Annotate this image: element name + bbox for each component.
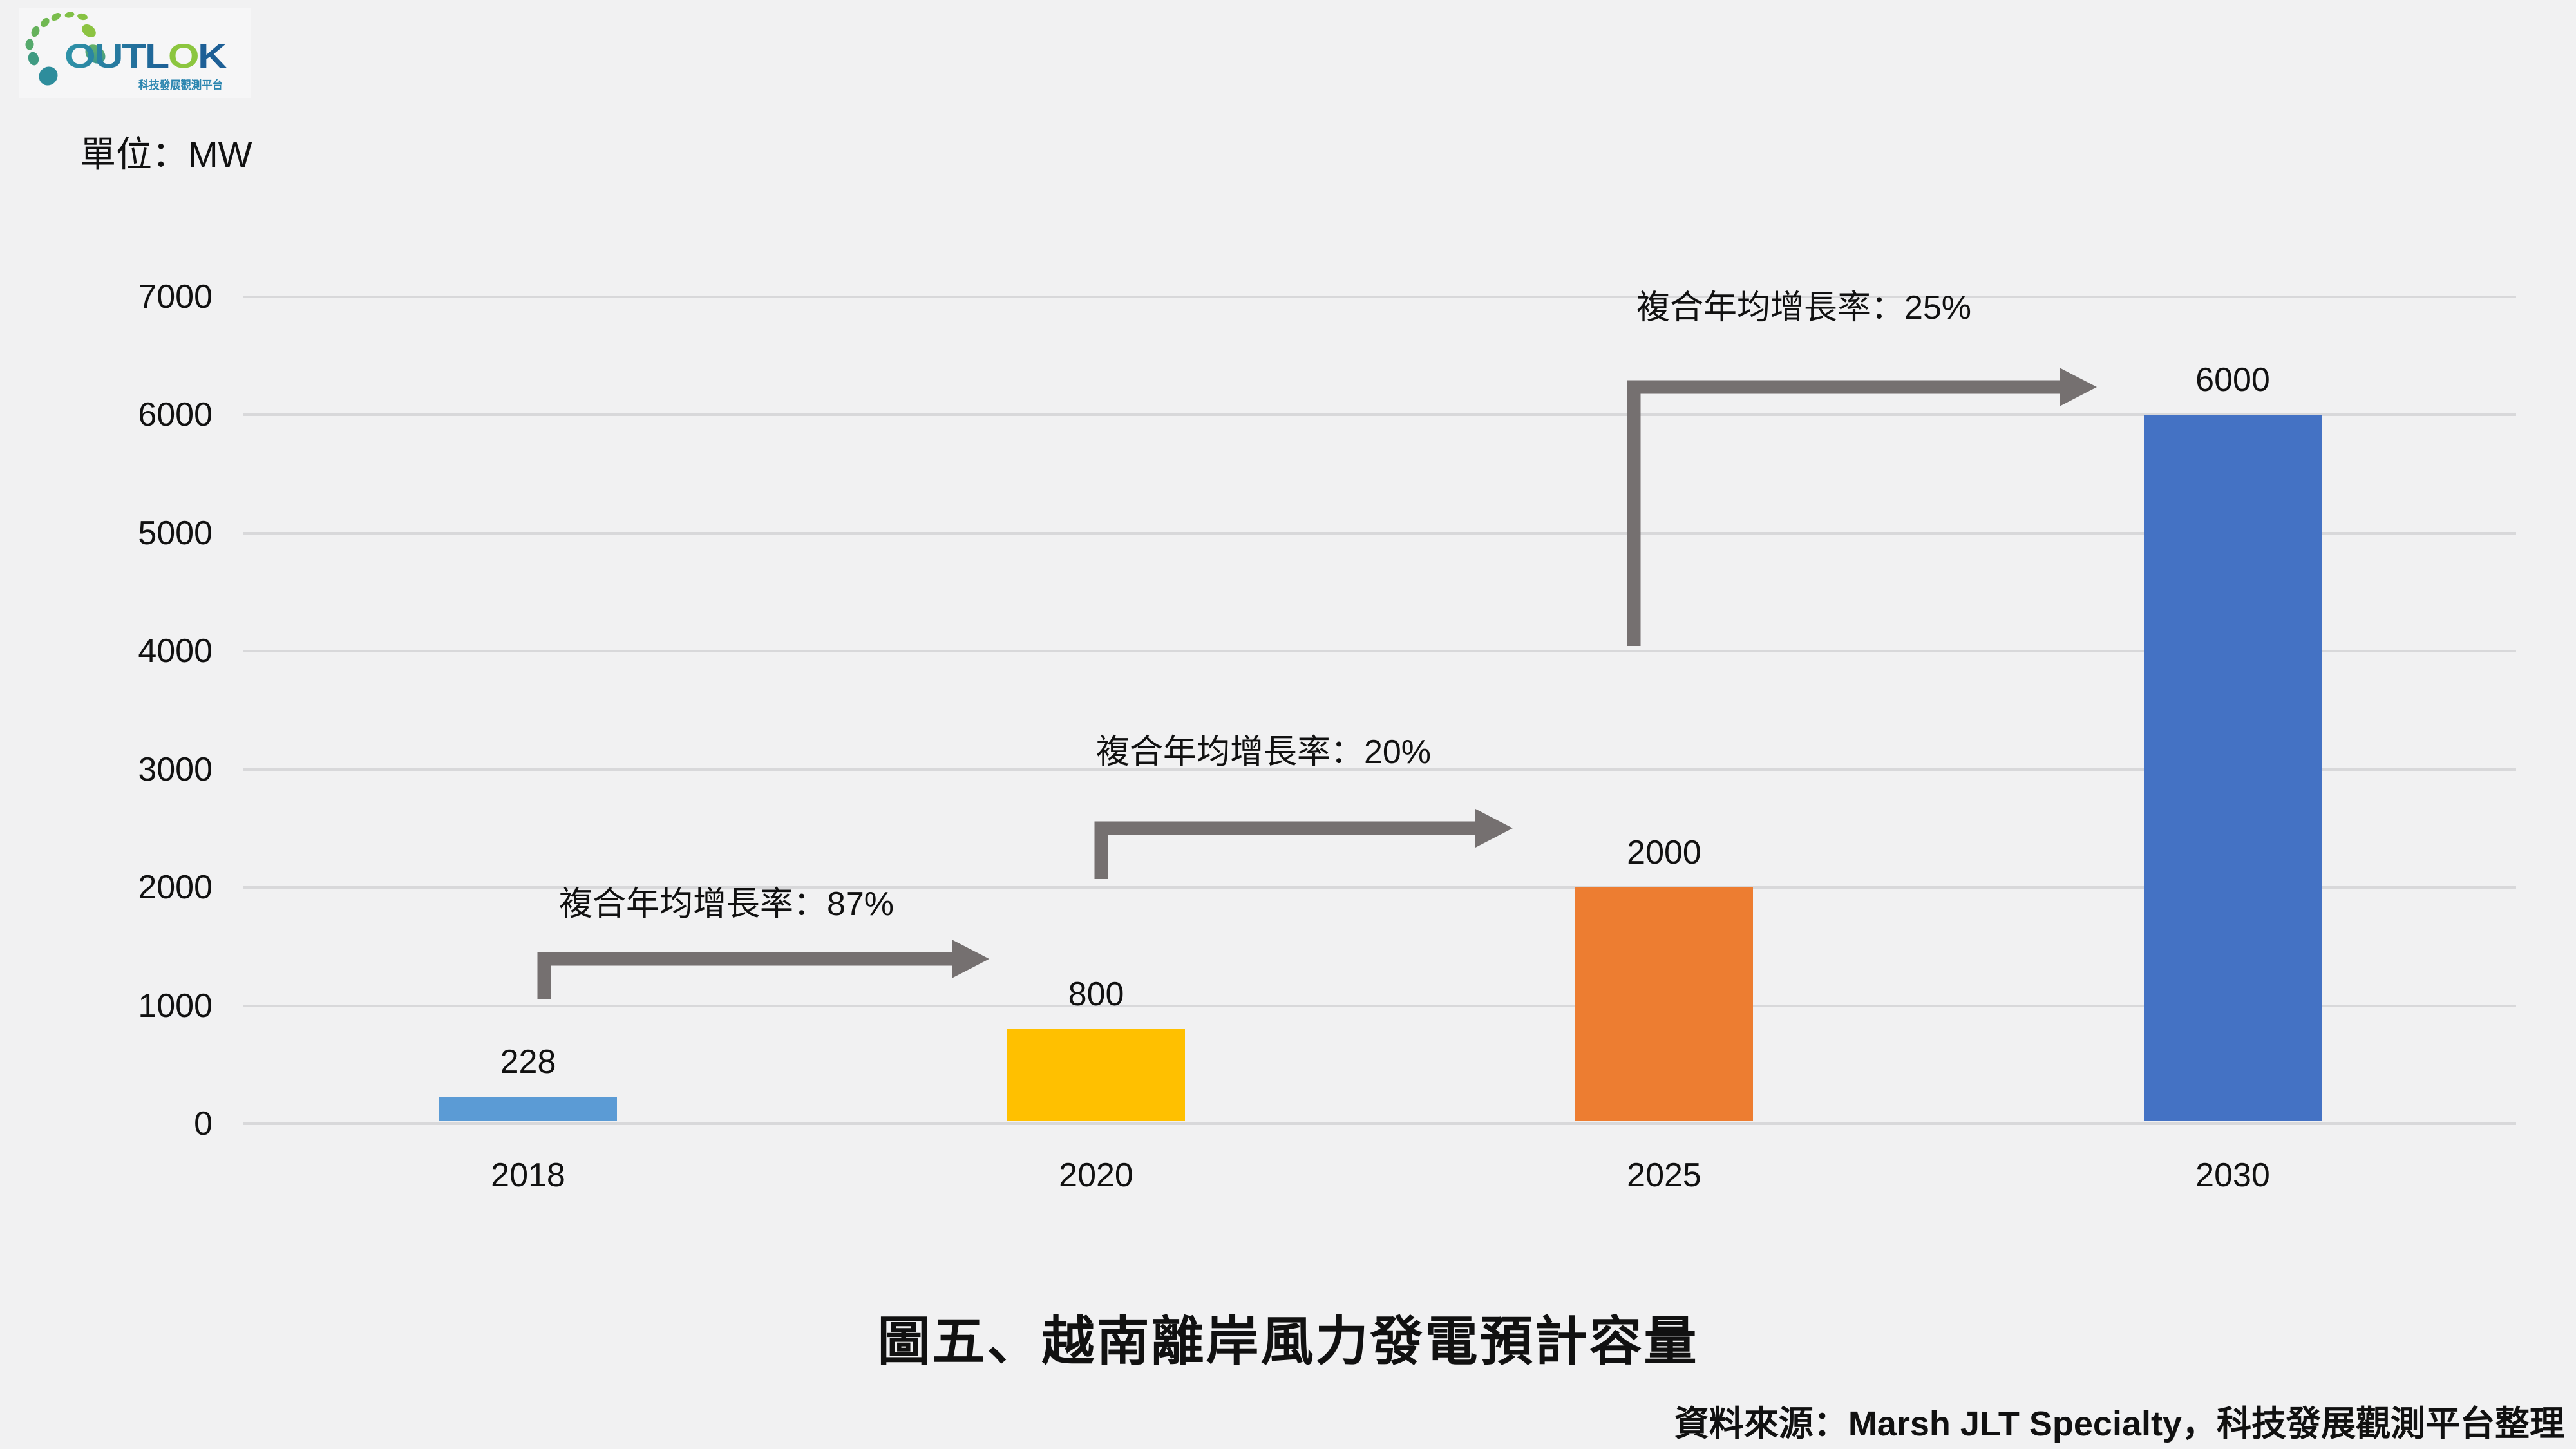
x-axis-label-2020: 2020	[1059, 1157, 1133, 1194]
logo-subtitle: 科技發展觀測平台	[138, 79, 223, 91]
gridline-5000	[243, 531, 2516, 535]
logo-dot-arc	[25, 12, 106, 86]
logo-green-o: O	[168, 37, 198, 75]
cagr-annotation-2025-2030: 複合年均增長率：25%	[1636, 289, 1972, 327]
y-axis-label-6000: 6000	[138, 396, 213, 434]
bar-value-label-2025: 2000	[1627, 834, 1701, 872]
cagr-arrow-2020-2025	[1094, 809, 1513, 879]
x-axis-label-2018: 2018	[491, 1157, 565, 1194]
y-axis-label-5000: 5000	[138, 514, 213, 552]
bar-2025	[1575, 887, 1753, 1121]
y-axis-label-3000: 3000	[138, 750, 213, 788]
gridline-4000	[243, 650, 2516, 653]
y-axis-label-0: 0	[194, 1105, 213, 1142]
bar-value-label-2018: 228	[500, 1043, 556, 1081]
source-note: 資料來源：Marsh JLT Specialty，科技發展觀測平台整理	[1674, 1405, 2564, 1443]
outlook-logo: OUTL O K 科技發展觀測平台	[19, 8, 251, 98]
cagr-arrow-2018-2020	[537, 940, 989, 999]
gridline-6000	[243, 413, 2516, 417]
y-axis-label-1000: 1000	[138, 987, 213, 1025]
y-axis-label-4000: 4000	[138, 632, 213, 670]
bar-value-label-2030: 6000	[2195, 361, 2270, 399]
y-axis-label-7000: 7000	[138, 278, 213, 316]
chart-title: 圖五、越南離岸風力發電預計容量	[877, 1312, 1699, 1371]
logo-brand-text: OUTL O K	[64, 37, 227, 75]
gridline-2000	[243, 886, 2516, 889]
y-axis-label-2000: 2000	[138, 869, 213, 907]
cagr-annotation-2020-2025: 複合年均增長率：20%	[1095, 734, 1432, 771]
bar-2030	[2144, 415, 2322, 1121]
x-axis-label-2030: 2030	[2195, 1157, 2270, 1194]
bar-value-label-2020: 800	[1068, 976, 1124, 1014]
logo-backdrop	[19, 8, 251, 98]
cagr-arrow-2025-2030	[1627, 368, 2097, 646]
x-axis-label-2025: 2025	[1627, 1157, 1701, 1194]
bar-2020	[1007, 1029, 1185, 1121]
gridline-3000	[243, 768, 2516, 771]
cagr-annotation-2018-2020: 複合年均增長率：87%	[558, 886, 895, 923]
bar-2018	[439, 1097, 617, 1121]
unit-label: 單位：MW	[80, 134, 252, 175]
gridline-1000	[243, 1004, 2516, 1007]
gridline-7000	[243, 296, 2516, 298]
gridline-0	[243, 1122, 2516, 1125]
